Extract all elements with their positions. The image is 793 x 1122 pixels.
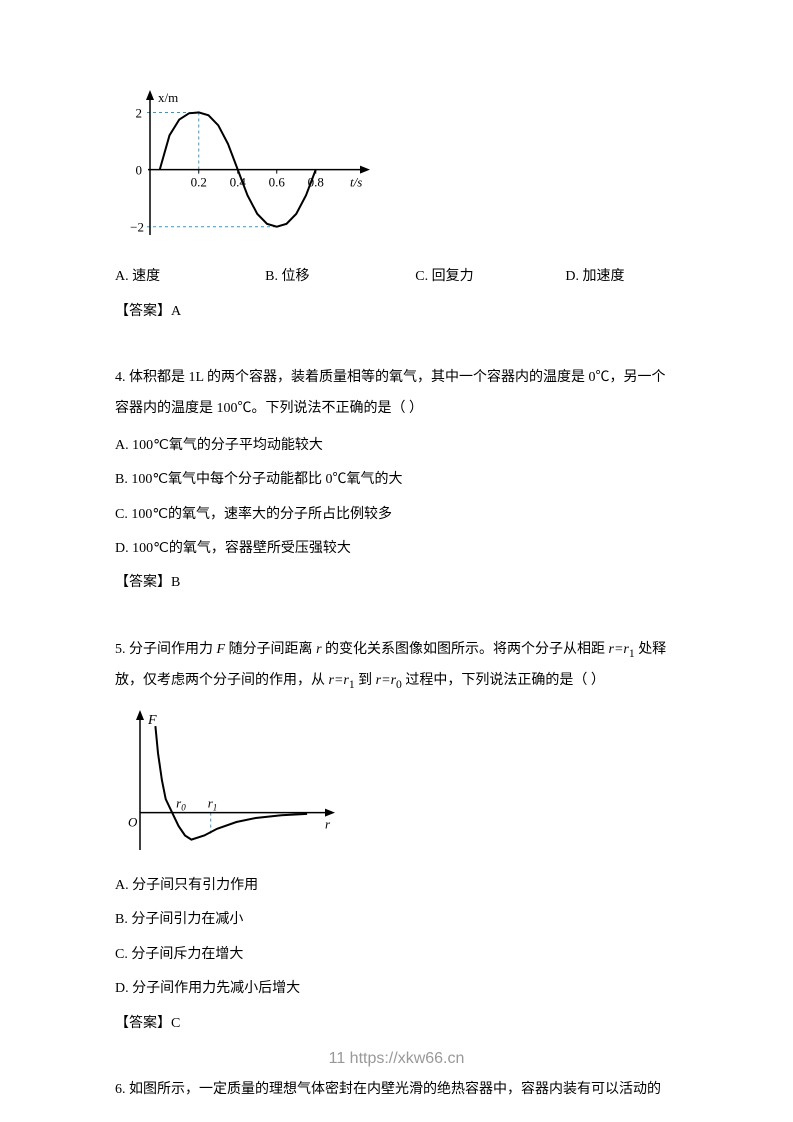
q5-text-mid2: 的变化关系图像如图所示。将两个分子从相距: [322, 642, 609, 657]
q3-option-b: B. 位移: [265, 266, 415, 288]
svg-text:2: 2: [136, 105, 143, 120]
q5-text-mid5: 过程中，下列说法正确的是（ ）: [402, 673, 605, 688]
svg-text:F: F: [147, 713, 157, 728]
q5-var-F: F: [217, 642, 226, 657]
q4-text: 4. 体积都是 1L 的两个容器，装着质量相等的氧气，其中一个容器内的温度是 0…: [115, 363, 678, 425]
svg-text:r: r: [325, 816, 331, 831]
q5-answer: 【答案】C: [115, 1013, 678, 1035]
q5-var-r0: r=r: [376, 673, 396, 688]
svg-text:O: O: [128, 814, 138, 829]
q5-option-c: C. 分子间斥力在增大: [115, 944, 678, 966]
q5-option-a: A. 分子间只有引力作用: [115, 875, 678, 897]
q5-var-r1a: r=r: [609, 642, 629, 657]
q3-options-row: A. 速度 B. 位移 C. 回复力 D. 加速度: [115, 266, 678, 288]
q5-text-mid4: 到: [355, 673, 376, 688]
chart-force-distance: F Or0 r1 r: [120, 710, 678, 863]
q4-option-a: A. 100℃氧气的分子平均动能较大: [115, 435, 678, 457]
svg-text:r0: r0: [176, 795, 186, 812]
svg-text:t/s: t/s: [350, 175, 362, 190]
q6-text: 6. 如图所示，一定质量的理想气体密封在内壁光滑的绝热容器中，容器内装有可以活动…: [115, 1075, 678, 1106]
page-footer: 11 https://xkw66.cn: [0, 1046, 793, 1072]
svg-text:−2: −2: [130, 220, 144, 235]
svg-text:r1: r1: [208, 795, 218, 812]
q3-option-c: C. 回复力: [415, 266, 565, 288]
svg-text:0.8: 0.8: [308, 175, 324, 190]
q3-option-d: D. 加速度: [565, 266, 678, 288]
svg-text:0.4: 0.4: [230, 175, 247, 190]
svg-text:0.2: 0.2: [191, 175, 207, 190]
q4-option-b: B. 100℃氧气中每个分子动能都比 0℃氧气的大: [115, 469, 678, 491]
q5-text-prefix: 5. 分子间作用力: [115, 642, 217, 657]
chart-displacement-time: 0.2 0.4 0.6 0.8 2 0 −2 x/m t/s: [120, 90, 678, 248]
svg-text:0.6: 0.6: [269, 175, 286, 190]
q4-option-c: C. 100℃的氧气，速率大的分子所占比例较多: [115, 504, 678, 526]
svg-text:0: 0: [136, 163, 143, 178]
q5-var-r1b: r=r: [329, 673, 349, 688]
q3-option-a: A. 速度: [115, 266, 265, 288]
q5-option-b: B. 分子间引力在减小: [115, 909, 678, 931]
q4-option-d: D. 100℃的氧气，容器壁所受压强较大: [115, 538, 678, 560]
svg-text:x/m: x/m: [158, 90, 178, 105]
q4-answer: 【答案】B: [115, 572, 678, 594]
q5-text-mid1: 随分子间距离: [225, 642, 316, 657]
q3-answer: 【答案】A: [115, 301, 678, 323]
q5-option-d: D. 分子间作用力先减小后增大: [115, 978, 678, 1000]
q5-text: 5. 分子间作用力 F 随分子间距离 r 的变化关系图像如图所示。将两个分子从相…: [115, 635, 678, 698]
